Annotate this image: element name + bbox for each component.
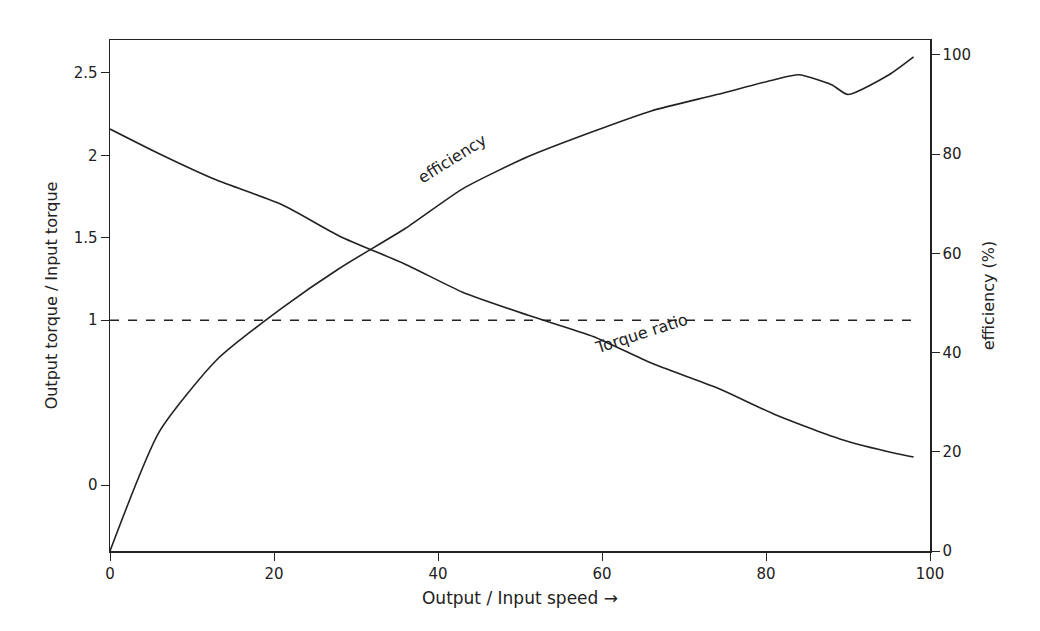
- svg-text:Output / Input speed →: Output / Input speed →: [422, 588, 618, 608]
- svg-text:Torque ratio: Torque ratio: [593, 310, 690, 358]
- svg-text:80: 80: [943, 145, 962, 163]
- svg-text:100: 100: [916, 565, 945, 583]
- svg-text:1: 1: [88, 311, 98, 329]
- svg-text:Output torque / Input torque: Output torque / Input torque: [42, 182, 61, 410]
- svg-text:100: 100: [943, 46, 972, 64]
- svg-text:20: 20: [943, 443, 962, 461]
- svg-text:80: 80: [756, 565, 775, 583]
- svg-text:1.5: 1.5: [74, 229, 98, 247]
- svg-text:0: 0: [943, 542, 953, 560]
- svg-text:40: 40: [428, 565, 447, 583]
- svg-text:20: 20: [264, 565, 283, 583]
- svg-text:60: 60: [592, 565, 611, 583]
- svg-text:2: 2: [88, 147, 98, 165]
- svg-text:efficiency (%): efficiency (%): [979, 241, 998, 351]
- svg-text:efficiency: efficiency: [415, 130, 490, 187]
- svg-text:40: 40: [943, 344, 962, 362]
- svg-text:0: 0: [88, 476, 98, 494]
- svg-text:60: 60: [943, 245, 962, 263]
- svg-text:0: 0: [105, 565, 115, 583]
- svg-text:2.5: 2.5: [74, 64, 98, 82]
